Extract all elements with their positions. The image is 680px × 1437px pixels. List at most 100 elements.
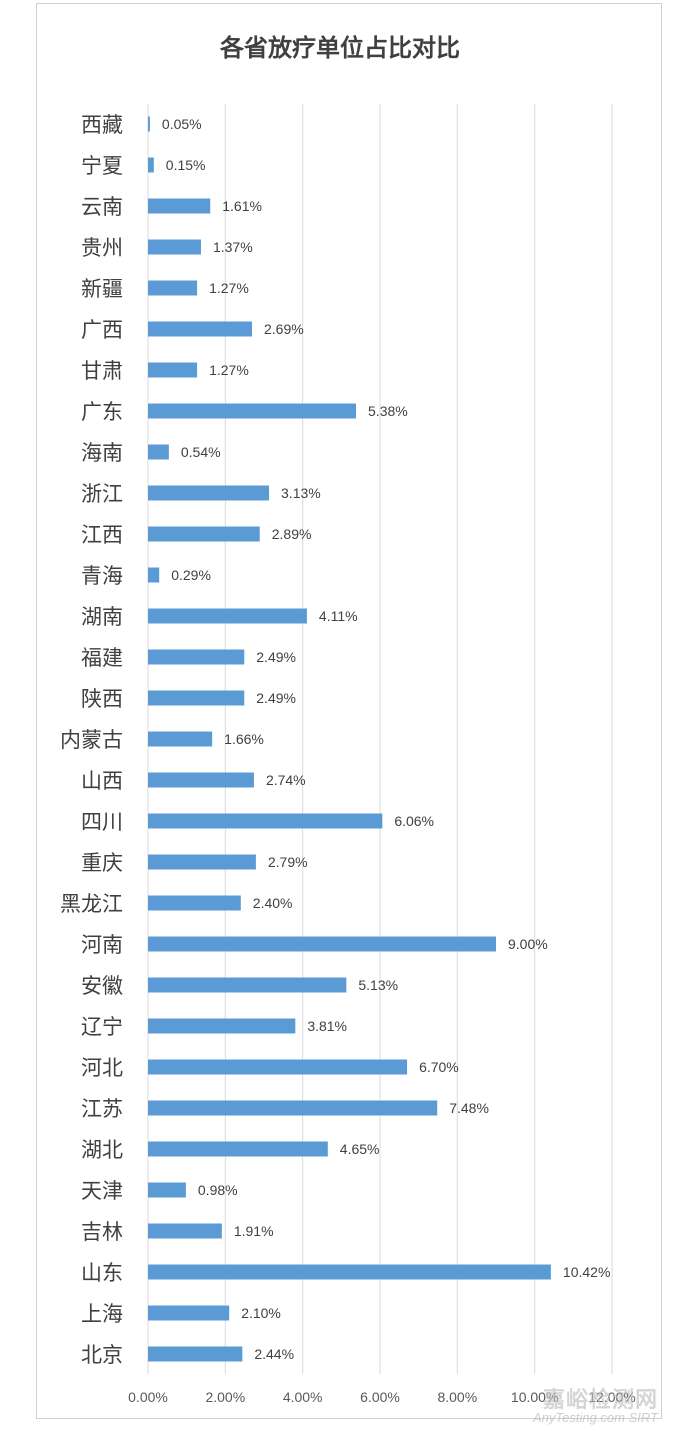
bar: [148, 485, 270, 501]
data-label: 1.27%: [209, 362, 249, 378]
data-label: 5.13%: [358, 977, 398, 993]
watermark-url: AnyTesting.com: [532, 1410, 625, 1425]
bars: [148, 116, 551, 1362]
bar: [148, 362, 198, 378]
bar: [148, 813, 383, 829]
data-label: 1.66%: [224, 731, 264, 747]
category-label: 贵州: [81, 236, 123, 260]
chart-frame: [36, 3, 662, 1419]
category-label: 重庆: [81, 851, 123, 875]
category-label: 河北: [81, 1056, 123, 1080]
bar: [148, 198, 211, 214]
bar: [148, 1018, 296, 1034]
category-label: 广东: [81, 400, 123, 424]
category-label: 安徽: [81, 974, 123, 998]
category-label: 甘肃: [81, 359, 123, 383]
category-label: 黑龙江: [60, 892, 123, 916]
category-label: 海南: [81, 441, 123, 465]
watermark: 嘉峪检测网 AnyTesting.com SIRT: [533, 1382, 658, 1425]
watermark-corner: SIRT: [628, 1410, 658, 1425]
grid-lines: [147, 104, 613, 1374]
bar: [148, 280, 198, 296]
bar: [148, 239, 201, 255]
category-label: 江苏: [81, 1097, 123, 1121]
category-label: 山东: [81, 1261, 123, 1285]
data-label: 2.40%: [253, 895, 293, 911]
bar: [148, 1100, 438, 1116]
bar: [148, 444, 169, 460]
data-label: 2.79%: [268, 854, 308, 870]
data-label: 2.74%: [266, 772, 306, 788]
data-label: 6.06%: [394, 813, 434, 829]
category-label: 宁夏: [81, 154, 123, 178]
category-label: 广西: [81, 318, 123, 342]
data-label: 0.29%: [171, 567, 211, 583]
category-label: 西藏: [81, 113, 123, 137]
data-label: 1.61%: [222, 198, 262, 214]
data-label: 2.10%: [241, 1305, 281, 1321]
data-label: 3.13%: [281, 485, 321, 501]
category-label: 四川: [81, 810, 123, 834]
category-label: 辽宁: [81, 1015, 123, 1039]
bar: [148, 403, 357, 419]
x-tick-label: 12.00%: [588, 1389, 635, 1405]
category-label: 湖南: [81, 605, 123, 629]
watermark-subtext: AnyTesting.com SIRT: [533, 1410, 658, 1425]
bar: [148, 1346, 243, 1362]
data-label: 10.42%: [563, 1264, 610, 1280]
data-label: 4.65%: [340, 1141, 380, 1157]
category-label: 新疆: [81, 277, 123, 301]
bar: [148, 854, 256, 870]
bar: [148, 1223, 222, 1239]
data-label: 7.48%: [449, 1100, 489, 1116]
category-label: 河南: [81, 933, 123, 957]
bar: [148, 731, 213, 747]
bar: [148, 649, 245, 665]
bar: [148, 1264, 551, 1280]
data-label: 1.27%: [209, 280, 249, 296]
category-label: 云南: [81, 195, 123, 219]
category-label: 山西: [81, 769, 123, 793]
x-tick-label: 2.00%: [205, 1389, 245, 1405]
x-tick-label: 4.00%: [283, 1389, 323, 1405]
data-label: 2.89%: [272, 526, 312, 542]
data-label: 4.11%: [319, 608, 358, 624]
bar: [148, 936, 496, 952]
data-label: 0.54%: [181, 444, 221, 460]
category-label: 江西: [81, 523, 123, 547]
data-label: 6.70%: [419, 1059, 459, 1075]
chart-title: 各省放疗单位占比对比: [220, 34, 460, 62]
data-label: 0.98%: [198, 1182, 238, 1198]
x-tick-label: 10.00%: [511, 1389, 558, 1405]
bar: [148, 772, 254, 788]
category-label: 青海: [81, 564, 123, 588]
category-label: 上海: [81, 1302, 123, 1326]
bar: [148, 690, 245, 706]
data-label: 1.91%: [234, 1223, 274, 1239]
x-tick-label: 6.00%: [360, 1389, 400, 1405]
watermark-text: 嘉峪检测网: [542, 1388, 658, 1413]
bar: [148, 157, 154, 173]
data-label: 1.37%: [213, 239, 253, 255]
category-label: 内蒙古: [60, 728, 123, 752]
category-label: 北京: [81, 1343, 123, 1367]
category-label: 天津: [81, 1179, 123, 1203]
x-tick-label: 0.00%: [128, 1389, 168, 1405]
category-label: 吉林: [81, 1220, 123, 1244]
data-label: 0.05%: [162, 116, 202, 132]
bar: [148, 1059, 408, 1075]
bar: [148, 567, 160, 583]
category-label: 陕西: [81, 687, 123, 711]
bar: [148, 321, 253, 337]
bar: [148, 1182, 186, 1198]
category-label: 浙江: [81, 482, 123, 506]
data-label: 2.49%: [256, 690, 296, 706]
data-label: 9.00%: [508, 936, 548, 952]
bar: [148, 608, 307, 624]
data-label: 2.69%: [264, 321, 304, 337]
bar: [148, 977, 347, 993]
data-label: 3.81%: [307, 1018, 347, 1034]
data-label: 5.38%: [368, 403, 408, 419]
labels: 0.00% 2.00% 4.00% 6.00% 8.00% 10.00% 12.00% 西藏 0…: [60, 113, 636, 1405]
